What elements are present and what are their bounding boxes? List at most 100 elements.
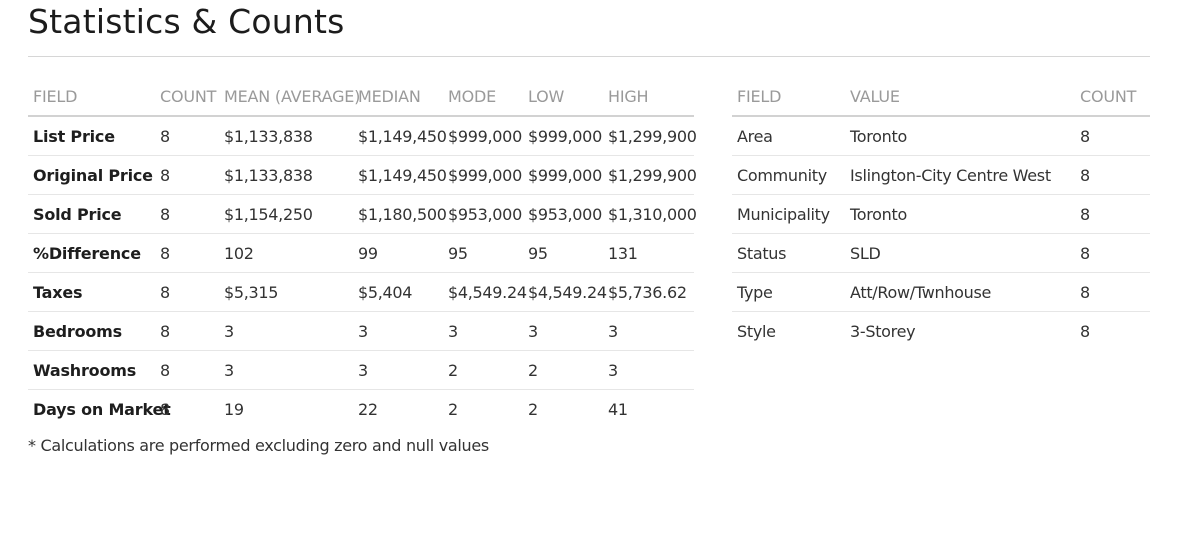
mode-cell: $953,000 [443,194,523,234]
table-row: Area Toronto 8 [732,116,1150,156]
mode-cell: 95 [443,233,523,273]
statistics-table: FIELD COUNT MEAN (AVERAGE) MEDIAN MODE L… [28,78,697,429]
median-cell: $1,180,500 [353,194,447,234]
low-cell: 3 [523,311,603,351]
row-field-label: Sold Price [28,194,155,234]
table-row: Original Price 8 $1,133,838 $1,149,450 $… [28,155,697,195]
mean-cell: 3 [219,350,353,390]
median-cell: 99 [353,233,443,273]
count-cell: 8 [1075,272,1150,312]
high-cell: $1,299,900 [603,116,697,156]
mode-cell: 2 [448,399,458,419]
count-cell: 8 [155,155,219,195]
median-cell: 3 [353,350,443,390]
column-header-value: VALUE [845,78,1075,117]
counts-header-row: FIELD VALUE COUNT [732,78,1150,117]
mean-cell: $1,154,250 [219,194,353,234]
row-field-label: Community [732,155,845,195]
table-row: Municipality Toronto 8 [732,194,1150,234]
low-cell: $999,000 [523,155,603,195]
median-cell: $5,404 [353,272,443,312]
column-header-mean: MEAN (AVERAGE) [219,78,360,117]
row-field-label: Status [732,233,845,273]
row-field-label: Taxes [28,272,155,312]
high-cell: $1,299,900 [603,155,697,195]
mean-cell: 19 [224,399,244,419]
page-title: Statistics & Counts [28,2,345,41]
mode-cell: $4,549.24 [443,272,527,312]
value-cell: Islington-City Centre West [845,155,1075,195]
mode-cell: 3 [443,311,523,351]
median-cell: 3 [353,311,443,351]
table-row: List Price 8 $1,133,838 $1,149,450 $999,… [28,116,697,156]
count-cell: 8 [155,116,219,156]
low-cell: $953,000 [523,194,603,234]
row-field-label: Type [732,272,845,312]
mean-cell: 3 [219,311,353,351]
mean-cell: $1,133,838 [219,116,353,156]
count-cell: 8 [1075,233,1150,273]
row-field-label: Days on Market [33,399,171,419]
count-cell: 8 [155,272,219,312]
column-header-mode: MODE [443,78,523,117]
count-cell: 8 [1075,194,1150,234]
value-cell: Toronto [845,194,1075,234]
count-cell: 8 [1075,155,1150,195]
count-cell: 8 [1080,321,1090,341]
row-field-label: List Price [28,116,155,156]
value-cell: SLD [845,233,1075,273]
low-cell: 2 [528,399,538,419]
high-cell: $1,310,000 [603,194,697,234]
row-field-label: Washrooms [28,350,155,390]
count-cell: 8 [155,311,219,351]
count-cell: 8 [1075,116,1150,156]
high-cell: 3 [603,350,694,390]
row-field-label: Original Price [28,155,155,195]
column-header-count: COUNT [1075,78,1150,117]
low-cell: $4,549.24 [523,272,607,312]
statistics-header-row: FIELD COUNT MEAN (AVERAGE) MEDIAN MODE L… [28,78,694,117]
mode-cell: 2 [443,350,523,390]
low-cell: $999,000 [523,116,603,156]
counts-table: FIELD VALUE COUNT Area Toronto 8 Communi… [732,78,1150,350]
row-field-label: Area [732,116,845,156]
table-row: %Difference 8 102 99 95 95 131 [28,233,694,273]
table-row: Washrooms 8 3 3 2 2 3 [28,350,694,390]
table-row: Community Islington-City Centre West 8 [732,155,1150,195]
table-row: Bedrooms 8 3 3 3 3 3 [28,311,694,351]
mean-cell: 102 [219,233,353,273]
high-cell: 131 [603,233,694,273]
median-cell: 22 [358,399,378,419]
count-cell: 8 [155,233,219,273]
table-row: Type Att/Row/Twnhouse 8 [732,272,1150,312]
count-cell: 8 [160,399,170,419]
column-header-count: COUNT [155,78,219,117]
table-row: Sold Price 8 $1,154,250 $1,180,500 $953,… [28,194,697,234]
mode-cell: $999,000 [443,155,523,195]
table-row: Style 3-Storey 8 [732,312,1150,351]
value-cell: Toronto [845,116,1075,156]
high-cell: $5,736.62 [603,272,694,312]
low-cell: 95 [523,233,603,273]
median-cell: $1,149,450 [353,155,447,195]
value-cell: Att/Row/Twnhouse [845,272,1075,312]
mean-cell: $1,133,838 [219,155,353,195]
row-field-label: Bedrooms [28,311,155,351]
table-row: Days on Market 8 19 22 2 2 41 [28,390,694,429]
mode-cell: $999,000 [443,116,523,156]
column-header-low: LOW [523,78,603,117]
title-divider [28,56,1150,57]
row-field-label: Style [737,321,776,341]
calculation-footnote: * Calculations are performed excluding z… [28,436,489,455]
median-cell: $1,149,450 [353,116,447,156]
high-cell: 3 [603,311,694,351]
column-header-field: FIELD [732,78,845,117]
row-field-label: %Difference [28,233,155,273]
high-cell: 41 [608,399,628,419]
mean-cell: $5,315 [219,272,353,312]
column-header-high: HIGH [603,78,694,117]
table-row: Status SLD 8 [732,233,1150,273]
column-header-median: MEDIAN [353,78,443,117]
count-cell: 8 [155,194,219,234]
low-cell: 2 [523,350,603,390]
